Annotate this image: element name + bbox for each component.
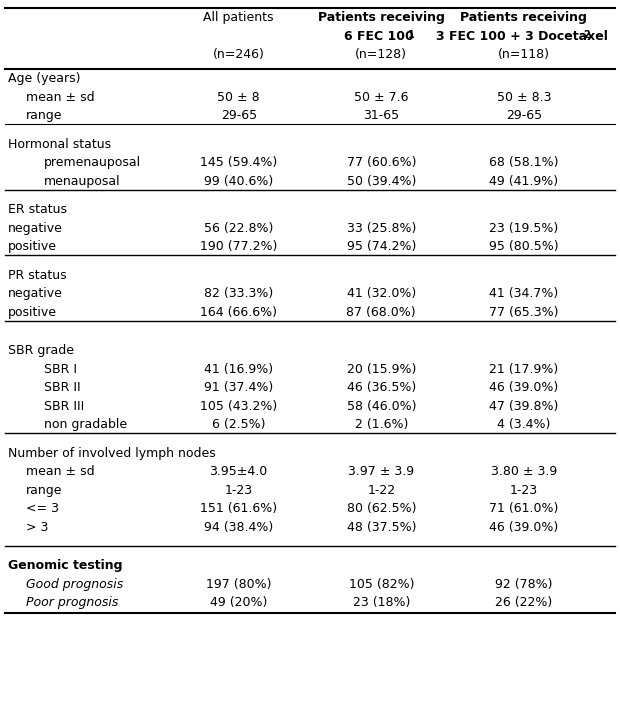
Text: 77 (65.3%): 77 (65.3%) — [489, 306, 559, 319]
Text: range: range — [26, 484, 63, 497]
Text: 41 (32.0%): 41 (32.0%) — [347, 287, 416, 300]
Text: 49 (41.9%): 49 (41.9%) — [489, 175, 559, 188]
Text: 33 (25.8%): 33 (25.8%) — [347, 221, 416, 235]
Text: SBR grade: SBR grade — [8, 344, 74, 357]
Text: mean ± sd: mean ± sd — [26, 465, 95, 478]
Text: 99 (40.6%): 99 (40.6%) — [204, 175, 273, 188]
Text: SBR III: SBR III — [44, 400, 84, 412]
Text: 1-23: 1-23 — [510, 484, 538, 497]
Text: 77 (60.6%): 77 (60.6%) — [347, 157, 416, 169]
Text: Patients receiving: Patients receiving — [318, 11, 445, 24]
Text: negative: negative — [8, 221, 63, 235]
Text: 190 (77.2%): 190 (77.2%) — [200, 240, 277, 253]
Text: 21 (17.9%): 21 (17.9%) — [489, 362, 559, 376]
Text: 46 (36.5%): 46 (36.5%) — [347, 381, 416, 394]
Text: 1-23: 1-23 — [224, 484, 253, 497]
Text: 29-65: 29-65 — [221, 109, 257, 122]
Text: 47 (39.8%): 47 (39.8%) — [489, 400, 559, 412]
Text: Hormonal status: Hormonal status — [8, 137, 111, 151]
Text: negative: negative — [8, 287, 63, 300]
Text: 92 (78%): 92 (78%) — [495, 577, 552, 591]
Text: 71 (61.0%): 71 (61.0%) — [489, 502, 559, 515]
Text: 56 (22.8%): 56 (22.8%) — [204, 221, 273, 235]
Text: Number of involved lymph nodes: Number of involved lymph nodes — [8, 447, 216, 460]
Text: 3.97 ± 3.9: 3.97 ± 3.9 — [348, 465, 414, 478]
Text: All patients: All patients — [203, 11, 274, 24]
Text: range: range — [26, 109, 63, 122]
Text: ER status: ER status — [8, 203, 67, 216]
Text: 23 (19.5%): 23 (19.5%) — [489, 221, 559, 235]
Text: 1-22: 1-22 — [367, 484, 396, 497]
Text: 3 FEC 100 + 3 Docetaxel: 3 FEC 100 + 3 Docetaxel — [436, 30, 612, 42]
Text: Genomic testing: Genomic testing — [8, 559, 123, 572]
Text: Poor prognosis: Poor prognosis — [26, 596, 118, 609]
Text: premenauposal: premenauposal — [44, 157, 141, 169]
Text: Age (years): Age (years) — [8, 72, 81, 85]
Text: 197 (80%): 197 (80%) — [206, 577, 272, 591]
Text: 1: 1 — [408, 30, 415, 39]
Text: 46 (39.0%): 46 (39.0%) — [489, 521, 559, 534]
Text: <= 3: <= 3 — [26, 502, 59, 515]
Text: 58 (46.0%): 58 (46.0%) — [347, 400, 416, 412]
Text: Good prognosis: Good prognosis — [26, 577, 123, 591]
Text: 2: 2 — [583, 30, 590, 39]
Text: positive: positive — [8, 306, 57, 319]
Text: 50 ± 8: 50 ± 8 — [218, 91, 260, 104]
Text: 29-65: 29-65 — [506, 109, 542, 122]
Text: 49 (20%): 49 (20%) — [210, 596, 267, 609]
Text: 6 FEC 100: 6 FEC 100 — [344, 30, 418, 42]
Text: SBR I: SBR I — [44, 362, 77, 376]
Text: non gradable: non gradable — [44, 418, 127, 431]
Text: 6 (2.5%): 6 (2.5%) — [212, 418, 265, 431]
Text: 41 (16.9%): 41 (16.9%) — [204, 362, 273, 376]
Text: positive: positive — [8, 240, 57, 253]
Text: 2 (1.6%): 2 (1.6%) — [355, 418, 408, 431]
Text: 41 (34.7%): 41 (34.7%) — [489, 287, 559, 300]
Text: 145 (59.4%): 145 (59.4%) — [200, 157, 277, 169]
Text: 151 (61.6%): 151 (61.6%) — [200, 502, 277, 515]
Text: 164 (66.6%): 164 (66.6%) — [200, 306, 277, 319]
Text: (n=118): (n=118) — [498, 48, 550, 61]
Text: 80 (62.5%): 80 (62.5%) — [347, 502, 416, 515]
Text: PR status: PR status — [8, 269, 66, 282]
Text: 50 ± 8.3: 50 ± 8.3 — [497, 91, 551, 104]
Text: 105 (43.2%): 105 (43.2%) — [200, 400, 277, 412]
Text: 50 (39.4%): 50 (39.4%) — [347, 175, 416, 188]
Text: 3.80 ± 3.9: 3.80 ± 3.9 — [491, 465, 557, 478]
Text: 4 (3.4%): 4 (3.4%) — [497, 418, 551, 431]
Text: 3.95±4.0: 3.95±4.0 — [210, 465, 268, 478]
Text: SBR II: SBR II — [44, 381, 81, 394]
Text: (n=128): (n=128) — [355, 48, 407, 61]
Text: 50 ± 7.6: 50 ± 7.6 — [354, 91, 409, 104]
Text: 95 (74.2%): 95 (74.2%) — [347, 240, 416, 253]
Text: 87 (68.0%): 87 (68.0%) — [347, 306, 416, 319]
Text: 82 (33.3%): 82 (33.3%) — [204, 287, 273, 300]
Text: 94 (38.4%): 94 (38.4%) — [204, 521, 273, 534]
Text: 26 (22%): 26 (22%) — [495, 596, 552, 609]
Text: 105 (82%): 105 (82%) — [348, 577, 414, 591]
Text: 68 (58.1%): 68 (58.1%) — [489, 157, 559, 169]
Text: mean ± sd: mean ± sd — [26, 91, 95, 104]
Text: 48 (37.5%): 48 (37.5%) — [347, 521, 416, 534]
Text: 46 (39.0%): 46 (39.0%) — [489, 381, 559, 394]
Text: 20 (15.9%): 20 (15.9%) — [347, 362, 416, 376]
Text: (n=246): (n=246) — [213, 48, 265, 61]
Text: > 3: > 3 — [26, 521, 48, 534]
Text: menauposal: menauposal — [44, 175, 121, 188]
Text: 91 (37.4%): 91 (37.4%) — [204, 381, 273, 394]
Text: 31-65: 31-65 — [363, 109, 399, 122]
Text: 23 (18%): 23 (18%) — [353, 596, 410, 609]
Text: Patients receiving: Patients receiving — [461, 11, 587, 24]
Text: 95 (80.5%): 95 (80.5%) — [489, 240, 559, 253]
